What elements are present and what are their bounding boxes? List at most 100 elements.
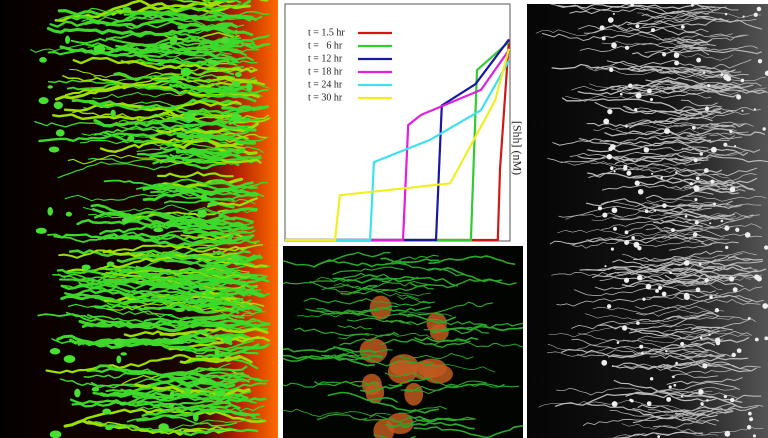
fiber [69,66,258,80]
fiber [583,25,703,36]
fiber [712,167,758,177]
puncta [665,349,668,353]
puncta [756,275,762,282]
fiber [197,231,250,237]
fiber [203,323,256,335]
fiber [628,329,720,341]
fiber [162,111,270,120]
fiber [642,17,757,27]
fiber [182,229,232,243]
blob [105,426,113,431]
fiber [34,120,236,136]
puncta [636,321,640,325]
cell [429,324,449,341]
fiber [332,266,404,275]
legend-label: t = 6 hr [308,40,343,51]
blob [191,253,199,258]
fiber [700,241,739,246]
fiber [388,379,426,387]
blob [63,355,76,363]
fiber [644,46,704,53]
fiber [670,105,722,113]
puncta [603,118,610,125]
puncta [747,316,751,320]
blob [214,348,220,356]
fiber [637,206,712,214]
puncta [691,125,696,130]
fiber [116,394,257,407]
puncta [622,166,628,171]
fiber [122,226,256,243]
fiber [601,214,760,230]
fiber [671,184,733,191]
fiber [666,314,706,320]
series-line [285,49,510,242]
fiber [601,179,736,191]
fiber [666,377,743,385]
fiber [684,186,740,195]
fiber [399,352,474,360]
fiber [690,138,730,144]
fiber [565,87,712,102]
blob [184,113,196,122]
fiber [649,281,712,288]
fiber [682,149,748,159]
fiber [72,56,257,73]
fiber [623,363,738,374]
fiber [586,403,718,422]
fiber [171,363,231,377]
fiber [649,354,752,372]
puncta [609,67,614,73]
puncta [713,202,716,206]
fiber [603,271,701,283]
puncta [623,277,630,283]
fiber [410,278,517,289]
fiber [294,327,370,337]
fiber [561,344,709,359]
fiber [569,150,738,159]
blob [47,85,53,89]
puncta [735,227,740,232]
blob [221,36,230,44]
puncta [709,295,713,300]
fiber [94,364,239,386]
fiber [663,357,749,370]
blob [48,146,60,153]
puncta [639,344,644,349]
fiber [384,372,487,387]
puncta [690,4,694,7]
puncta [729,186,736,193]
puncta [662,203,667,208]
puncta [740,78,745,83]
fiber [221,158,262,164]
puncta [680,395,683,398]
fiber [398,406,447,414]
fiber [283,251,391,268]
fiber [591,213,737,221]
fiber [317,413,368,421]
fiber [582,409,733,426]
fiber [426,267,503,283]
puncta [710,146,717,153]
fiber [680,99,718,107]
blob [121,217,132,223]
puncta [683,292,690,299]
fiber [645,190,714,200]
fiber [176,333,244,344]
fiber [565,202,741,220]
fiber [617,66,736,74]
fiber [660,219,703,228]
fiber [179,354,253,365]
puncta [762,127,766,131]
fiber [617,81,762,99]
fiber [107,292,255,307]
fiber [556,387,713,396]
fiber [144,275,249,285]
fiber [611,361,720,369]
fiber [632,406,759,424]
fiber [685,45,759,52]
fiber [210,179,254,189]
blob [169,75,181,82]
fiber [303,298,363,305]
fiber [333,283,419,300]
